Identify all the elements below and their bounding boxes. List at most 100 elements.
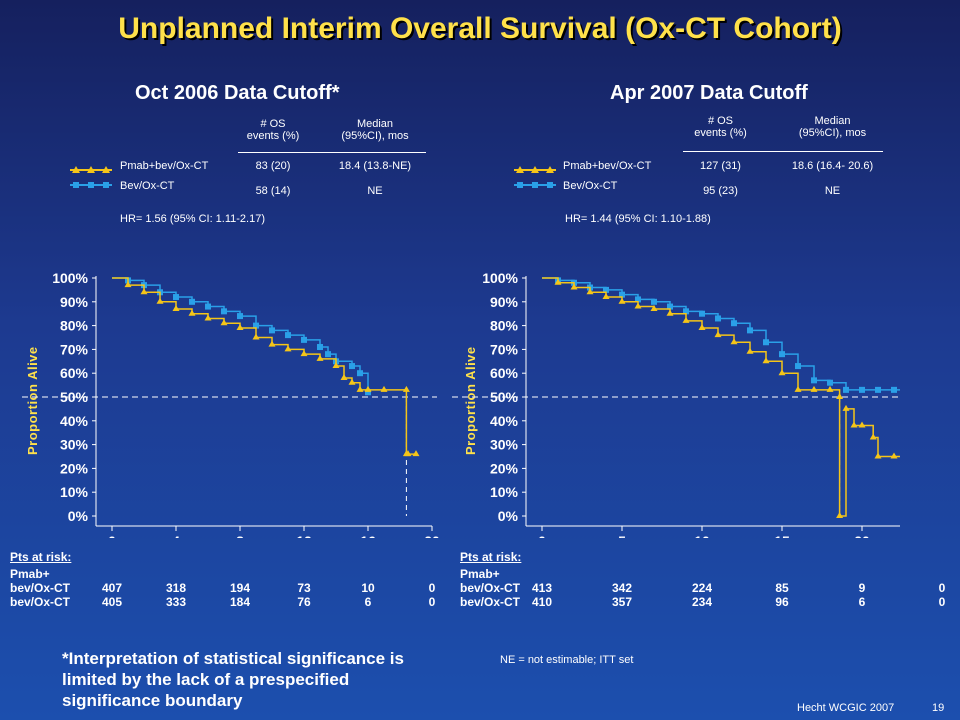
legend-marker-pmab: [72, 166, 80, 173]
data-point: [667, 303, 673, 310]
data-point: [635, 296, 641, 303]
risk-value: 96: [775, 595, 789, 609]
data-point: [221, 308, 227, 315]
x-tick-label: 4: [172, 533, 180, 538]
data-point: [124, 281, 132, 288]
col-median-header-right: Median (95%CI), mos: [798, 115, 867, 139]
risk-row-label: bev/Ox-CT: [460, 595, 521, 609]
data-point: [603, 286, 609, 293]
data-point: [340, 373, 348, 380]
subtitle-right: Apr 2007 Data Cutoff: [610, 82, 808, 104]
legend-markers-right: [514, 166, 556, 188]
data-point: [779, 351, 785, 358]
data-point: [402, 385, 410, 392]
data-point: [364, 385, 372, 392]
data-point: [794, 385, 802, 392]
data-point: [763, 339, 769, 346]
data-point: [356, 385, 364, 392]
data-point: [380, 385, 388, 392]
x-tick-label: 15: [774, 533, 790, 538]
y-tick-label: 30%: [60, 437, 89, 453]
x-tick-label: 20: [854, 533, 870, 538]
y-tick-label: 40%: [490, 413, 519, 429]
risk-table-header: Pts at risk:: [10, 550, 72, 564]
data-point: [714, 331, 722, 338]
risk-value: 413: [531, 581, 553, 595]
data-point: [172, 304, 180, 311]
header-rule-right: [683, 151, 883, 152]
risk-value: 224: [691, 581, 713, 595]
legend-marker-bev: [532, 182, 538, 188]
data-point: [268, 340, 276, 347]
events-pmab-left: 83 (20): [255, 160, 291, 172]
data-point: [404, 450, 412, 457]
hazard-ratio-right: HR= 1.44 (95% CI: 1.10-1.88): [565, 213, 711, 225]
data-point: [890, 452, 898, 459]
y-tick-label: 100%: [52, 270, 88, 286]
risk-value: 0: [938, 581, 946, 595]
footer-source: Hecht WCGIC 2007: [797, 702, 895, 714]
legend-label-bev-right: Bev/Ox-CT: [563, 180, 618, 192]
footnote-ne: NE = not estimable; ITT set: [500, 654, 634, 666]
data-point: [365, 389, 371, 396]
data-point: [300, 350, 308, 357]
data-point: [731, 320, 737, 327]
data-point: [586, 288, 594, 295]
risk-value: 333: [165, 595, 187, 609]
data-point: [285, 332, 291, 339]
data-point: [869, 433, 877, 440]
legend-marker-bev: [547, 182, 553, 188]
y-tick-label: 90%: [490, 294, 519, 310]
x-tick-label: 20: [424, 533, 440, 538]
risk-value: 405: [101, 595, 123, 609]
data-point: [348, 378, 356, 385]
median-pmab-right: 18.6 (16.4- 20.6): [791, 160, 874, 172]
legend-label-pmab-right: Pmab+bev/Ox-CT: [563, 160, 652, 172]
data-point: [810, 385, 818, 392]
risk-value: 234: [691, 595, 713, 609]
risk-value: 85: [775, 581, 789, 595]
data-point: [699, 310, 705, 317]
data-point: [349, 363, 355, 370]
survival-chart-left: 0%10%20%30%40%50%60%70%80%90%100%0481216…: [22, 270, 440, 538]
data-point: [683, 308, 689, 315]
risk-value: 194: [229, 581, 251, 595]
y-tick-label: 90%: [60, 294, 89, 310]
risk-value: 6: [858, 595, 866, 609]
y-tick-label: 60%: [60, 365, 89, 381]
data-point: [826, 385, 834, 392]
data-point: [795, 363, 801, 370]
data-point: [850, 421, 858, 428]
data-point: [811, 377, 817, 384]
data-point: [666, 309, 674, 316]
data-point: [698, 323, 706, 330]
legend-marker-bev: [73, 182, 79, 188]
risk-row-label: Pmab+: [10, 567, 50, 581]
data-point: [220, 319, 228, 326]
data-point: [236, 323, 244, 330]
header-rule-left: [238, 152, 426, 153]
legend-label-bev-left: Bev/Ox-CT: [120, 180, 175, 192]
data-point: [651, 298, 657, 305]
risk-value: 10: [361, 581, 375, 595]
data-point: [412, 450, 420, 457]
data-point: [284, 345, 292, 352]
data-point: [715, 315, 721, 322]
data-point: [316, 354, 324, 361]
data-point: [859, 386, 865, 393]
events-bev-left: 58 (14): [255, 185, 291, 197]
legend-marker-bev: [517, 182, 523, 188]
events-pmab-right: 127 (31): [700, 160, 741, 172]
page-title: Unplanned Interim Overall Survival (Ox-C…: [118, 12, 842, 45]
legend-marker-bev: [88, 182, 94, 188]
data-point: [269, 327, 275, 334]
risk-value: 0: [428, 581, 436, 595]
risk-value: 342: [611, 581, 633, 595]
data-point: [875, 386, 881, 393]
risk-value: 73: [297, 581, 311, 595]
risk-value: 357: [611, 595, 633, 609]
y-tick-label: 100%: [482, 270, 518, 286]
col-events-header-right: # OS events (%): [694, 115, 747, 139]
x-tick-label: 0: [538, 533, 546, 538]
data-point: [188, 309, 196, 316]
